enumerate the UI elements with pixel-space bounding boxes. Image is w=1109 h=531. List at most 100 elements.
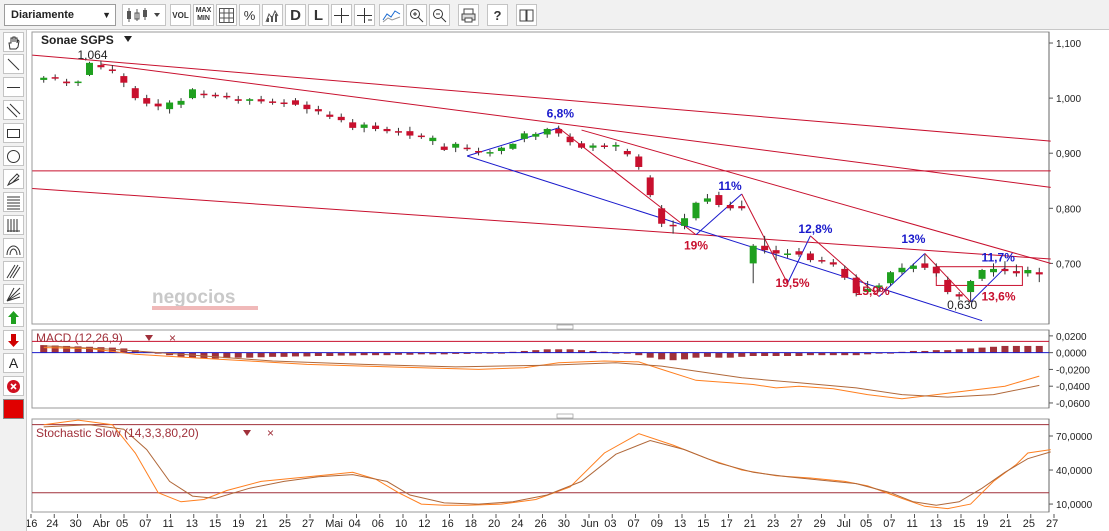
annotation-label: 0,630 [947,298,977,312]
book-icon [519,9,534,21]
zoom-in-icon [410,8,424,22]
help-button[interactable]: ? [487,4,508,26]
print-button[interactable] [458,4,479,26]
candle-body [555,128,563,134]
x-tick-label: 15 [953,518,965,530]
book-button[interactable] [516,4,537,26]
candle-body [269,101,277,103]
annotation-label: 15,9% [856,284,890,298]
linear-button[interactable]: L [308,4,329,26]
candle-body [978,270,986,279]
candle-body [509,143,517,149]
candle-body [829,262,837,265]
candle-body [1035,272,1043,275]
period-select[interactable]: Diariamente ▼ [4,4,116,26]
color-swatch[interactable] [3,399,24,419]
macd-histogram-bar [772,352,780,356]
x-axis: '16 24 30 Abr 05 07 11 13 15 19 21 25 27 Mai 04 06 10 12 1… [27,514,1058,530]
x-tick-label: 04 [349,518,361,530]
crosshair-button[interactable] [331,4,352,26]
macd-histogram-bar [909,350,917,353]
histogram-button[interactable] [262,4,283,26]
line-compare-button[interactable] [379,4,404,26]
candle-body [120,76,128,83]
buy-arrow-tool[interactable] [3,307,24,327]
candle-body [784,253,792,255]
candle-body [738,206,746,209]
x-tick-label: 13 [674,518,686,530]
macd-histogram-bar [703,352,711,357]
fibonacci-tool[interactable] [3,192,24,212]
candle-body [131,88,139,99]
x-tick-label: 10 [395,518,407,530]
hand-tool[interactable] [3,32,24,52]
macd-histogram-bar [944,350,952,353]
grid-button[interactable] [216,4,237,26]
zoom-out-button[interactable] [429,4,450,26]
daily-button[interactable]: D [285,4,306,26]
macd-histogram-bar [314,352,322,356]
candle-body [406,131,414,136]
trendline-icon [7,58,20,70]
watermark: negocios [152,287,235,308]
candle-body [955,294,963,297]
trendline-tool[interactable] [3,54,24,74]
macd-histogram-bar [406,352,414,355]
price-panel: 1,100 1,000 0,900 0,800 0,700 negocios 1,064 6,… [31,31,1081,419]
annotation-label: 19,5% [776,276,810,290]
percent-button[interactable]: % [239,4,260,26]
x-tick-label: 07 [139,518,151,530]
max-min-button[interactable]: MAX MIN [193,4,214,26]
x-tick-label: 11 [907,518,918,530]
macd-histogram-bar [967,348,975,353]
histogram-icon [265,9,279,22]
macd-histogram-bar [784,352,792,356]
candle-body [314,109,322,112]
pitchfork-tool[interactable] [3,261,24,281]
macd-histogram-bar [1024,345,1032,353]
rectangle-tool[interactable] [3,123,24,143]
zoom-in-button[interactable] [406,4,427,26]
candle-body [623,151,631,155]
macd-histogram-bar [921,350,929,353]
crosshair-tick-button[interactable] [354,4,375,26]
candle-body [944,279,952,293]
macd-histogram-bar [818,352,826,356]
macd-histogram-bar [669,352,677,361]
delete-tool[interactable] [3,376,24,396]
parallel-channel-tool[interactable] [3,100,24,120]
x-tick-label: '16 [27,518,37,530]
x-tick-label: 24 [511,518,523,530]
candle-body [967,281,975,293]
text-tool[interactable]: A [3,353,24,373]
y-tick-label: 10,0000 [1056,500,1093,511]
stoch-d-line [43,424,1051,506]
sell-arrow-tool[interactable] [3,330,24,350]
annotation-label: 19% [684,238,708,252]
macd-histogram-bar [291,352,299,357]
candlestick-button[interactable] [122,4,166,26]
macd-histogram-bar [303,352,311,357]
x-tick-label: 17 [721,518,733,530]
grid-icon [219,7,234,23]
x-tick-label: 03 [604,518,616,530]
volume-button[interactable]: VOL [170,4,191,26]
print-icon [461,8,476,22]
delete-icon [7,379,20,393]
fibonacci-fan-tool[interactable] [3,215,24,235]
ellipse-tool[interactable] [3,146,24,166]
candle-body [589,145,597,148]
pencil-tool[interactable] [3,169,24,189]
parallel-channel-icon [6,103,21,117]
stoch-k-line [43,419,1051,510]
horizontal-line-tool[interactable] [3,77,24,97]
trend-line [878,253,926,297]
arc-tool[interactable] [3,238,24,258]
gann-tool[interactable] [3,284,24,304]
macd-histogram-bar [1001,345,1009,353]
trend-line [466,155,983,322]
candle-body [440,146,448,150]
candle-body [463,147,471,150]
y-tick-label: 0,800 [1056,204,1081,215]
candle-body [1024,270,1032,274]
